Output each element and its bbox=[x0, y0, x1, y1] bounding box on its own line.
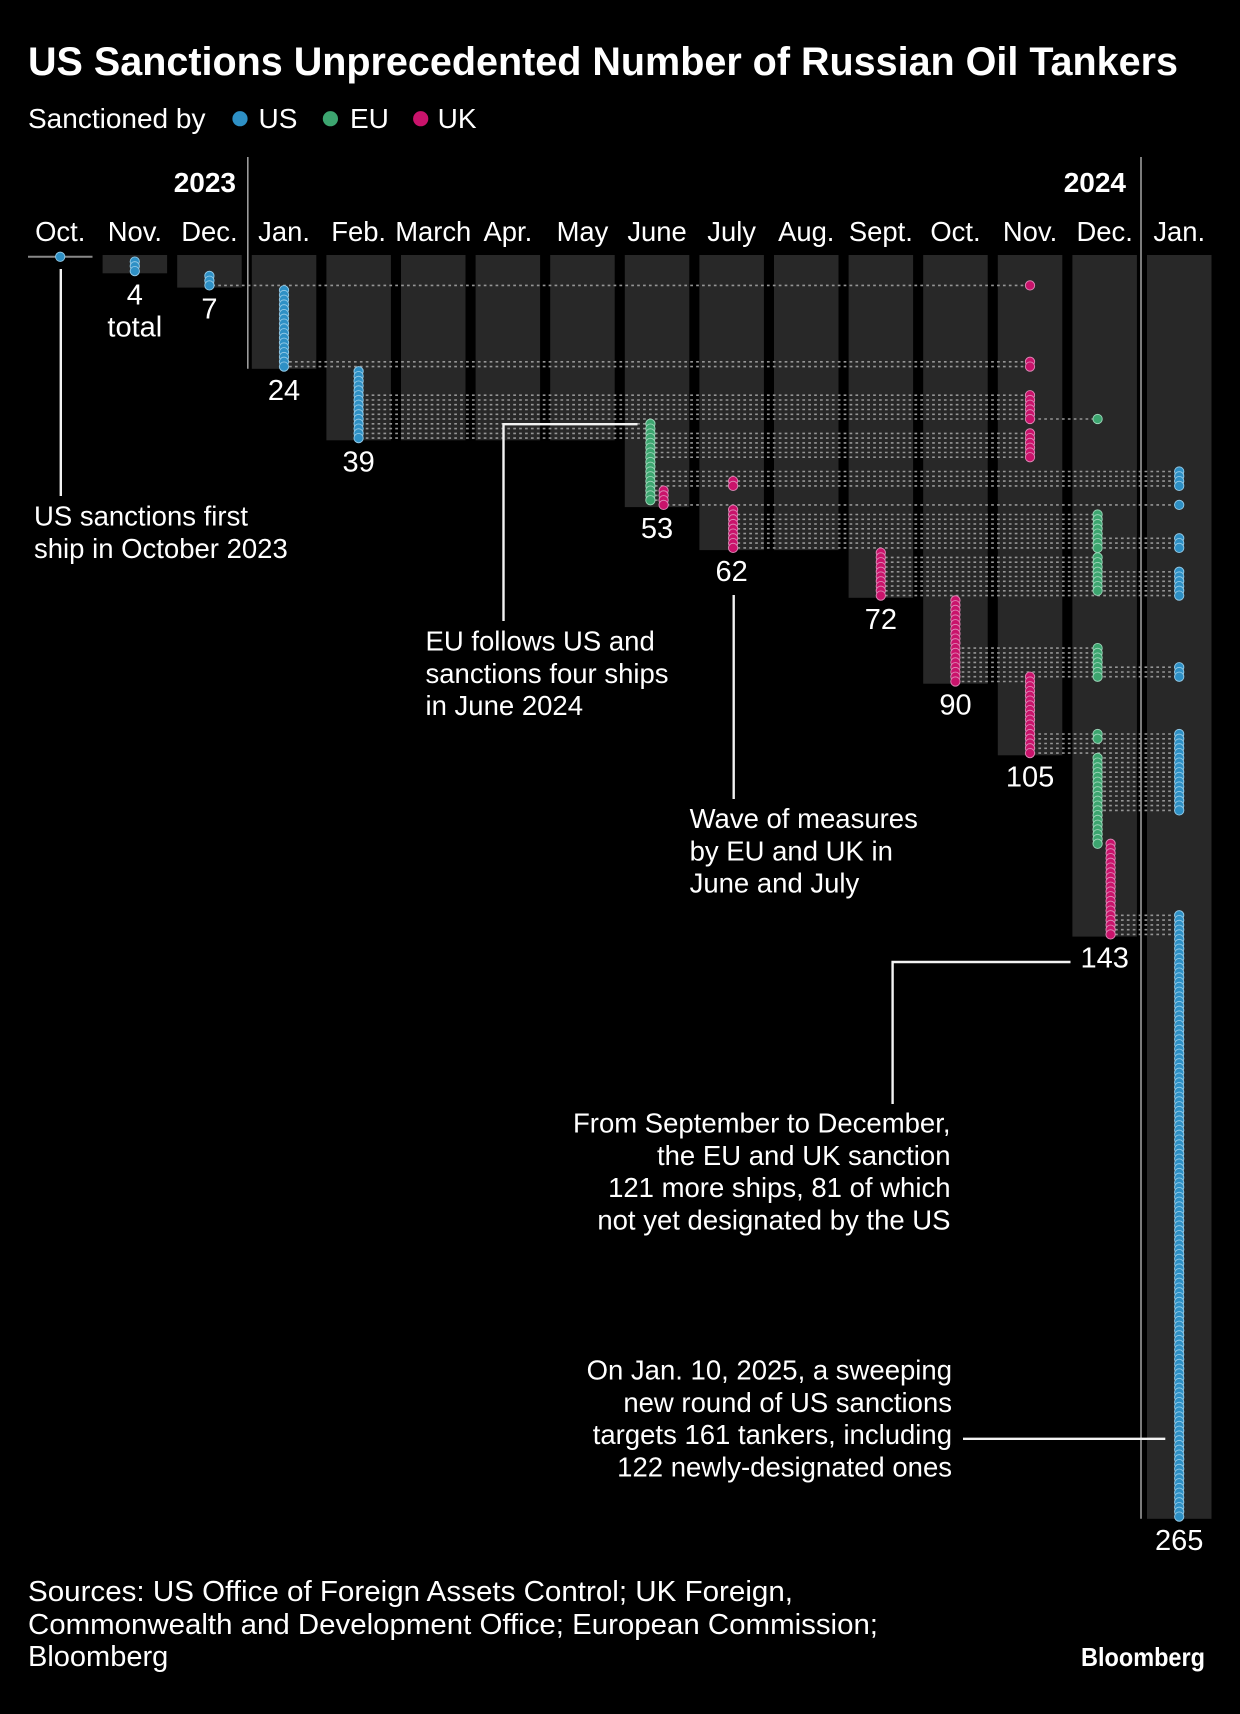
svg-text:Wave of measures: Wave of measures bbox=[690, 803, 918, 834]
svg-text:Sanctioned by: Sanctioned by bbox=[28, 103, 205, 134]
svg-text:the EU and UK sanction: the EU and UK sanction bbox=[657, 1140, 951, 1171]
svg-text:Feb.: Feb. bbox=[331, 216, 386, 247]
svg-text:Apr.: Apr. bbox=[483, 216, 532, 247]
svg-text:72: 72 bbox=[865, 604, 897, 636]
svg-text:June and July: June and July bbox=[690, 868, 860, 899]
svg-text:by EU and UK in: by EU and UK in bbox=[690, 835, 893, 866]
svg-text:90: 90 bbox=[939, 690, 971, 722]
svg-text:2023: 2023 bbox=[174, 167, 236, 198]
svg-text:From September to December,: From September to December, bbox=[573, 1108, 951, 1139]
svg-text:in June 2024: in June 2024 bbox=[426, 690, 584, 721]
svg-text:Nov.: Nov. bbox=[1003, 216, 1057, 247]
svg-text:4: 4 bbox=[127, 279, 143, 311]
svg-text:EU: EU bbox=[350, 103, 389, 134]
svg-text:March: March bbox=[395, 216, 471, 247]
svg-text:Nov.: Nov. bbox=[108, 216, 162, 247]
svg-text:Aug.: Aug. bbox=[778, 216, 834, 247]
svg-text:39: 39 bbox=[343, 446, 375, 478]
svg-text:Oct.: Oct. bbox=[930, 216, 980, 247]
svg-text:Jan.: Jan. bbox=[1153, 216, 1205, 247]
svg-text:Dec.: Dec. bbox=[1076, 216, 1132, 247]
svg-text:US sanctions first: US sanctions first bbox=[34, 501, 248, 532]
svg-text:53: 53 bbox=[641, 513, 673, 545]
svg-text:Jan.: Jan. bbox=[258, 216, 310, 247]
svg-text:105: 105 bbox=[1006, 761, 1054, 793]
svg-text:total: total bbox=[107, 311, 162, 343]
svg-text:June: June bbox=[627, 216, 686, 247]
svg-text:not yet designated by the US: not yet designated by the US bbox=[597, 1204, 950, 1235]
svg-text:143: 143 bbox=[1080, 943, 1128, 975]
svg-text:Sept.: Sept. bbox=[849, 216, 913, 247]
svg-text:ship in October 2023: ship in October 2023 bbox=[34, 533, 288, 564]
svg-text:Commonwealth and Development O: Commonwealth and Development Office; Eur… bbox=[28, 1609, 878, 1641]
svg-text:7: 7 bbox=[201, 294, 217, 326]
svg-text:Sources: US Office of Foreign: Sources: US Office of Foreign Assets Con… bbox=[28, 1576, 793, 1608]
svg-text:new round of US sanctions: new round of US sanctions bbox=[623, 1387, 952, 1418]
svg-text:Dec.: Dec. bbox=[181, 216, 237, 247]
svg-text:sanctions four ships: sanctions four ships bbox=[426, 658, 669, 689]
svg-text:EU follows US and: EU follows US and bbox=[426, 626, 655, 657]
svg-text:Oct.: Oct. bbox=[35, 216, 85, 247]
svg-text:UK: UK bbox=[438, 103, 477, 134]
svg-text:Bloomberg: Bloomberg bbox=[28, 1641, 168, 1673]
svg-text:July: July bbox=[707, 216, 756, 247]
svg-text:US: US bbox=[259, 103, 298, 134]
svg-text:2024: 2024 bbox=[1064, 167, 1127, 198]
svg-text:121 more ships, 81 of which: 121 more ships, 81 of which bbox=[608, 1172, 950, 1203]
svg-text:targets 161 tankers, including: targets 161 tankers, including bbox=[593, 1419, 952, 1450]
svg-text:May: May bbox=[557, 216, 609, 247]
svg-text:24: 24 bbox=[268, 375, 300, 407]
svg-text:265: 265 bbox=[1155, 1525, 1203, 1557]
svg-text:Bloomberg: Bloomberg bbox=[1081, 1642, 1205, 1672]
svg-text:122 newly-designated ones: 122 newly-designated ones bbox=[617, 1451, 952, 1482]
svg-text:US Sanctions Unprecedented Num: US Sanctions Unprecedented Number of Rus… bbox=[28, 40, 1178, 84]
svg-text:62: 62 bbox=[716, 556, 748, 588]
svg-text:On Jan. 10, 2025, a sweeping: On Jan. 10, 2025, a sweeping bbox=[587, 1355, 952, 1386]
